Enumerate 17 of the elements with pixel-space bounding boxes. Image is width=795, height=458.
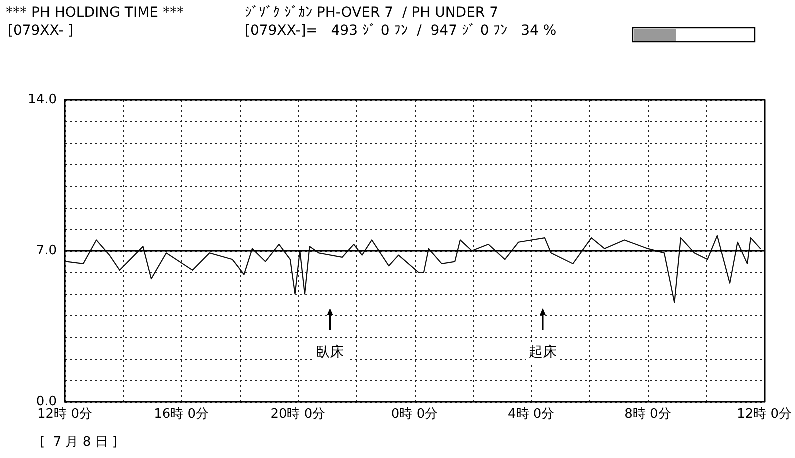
annotation: 起床 bbox=[529, 344, 558, 360]
chart-subtitle: ｼﾞｿﾞｸ ｼﾞｶﾝ PH-OVER 7 / PH UNDER 7 bbox=[245, 5, 499, 21]
text: [079XX-]= 493 ｼﾞ 0 ﾌﾝ / 947 ｼﾞ 0 ﾌﾝ 34 % bbox=[245, 23, 557, 39]
text: [079XX- ] bbox=[8, 23, 74, 39]
x-tick-label: 20時 0分 bbox=[270, 407, 326, 422]
annotation: 臥床 bbox=[316, 344, 344, 360]
y-tick-label: 0.0 bbox=[36, 394, 57, 410]
y-tick-label: 7.0 bbox=[36, 244, 57, 258]
x-tick-label: 12時 0分 bbox=[737, 407, 792, 422]
x-tick-label: 16時 0分 bbox=[154, 407, 210, 422]
x-tick-label: 4時 0分 bbox=[508, 407, 555, 422]
chart-title: *** PH HOLDING TIME *** bbox=[6, 5, 184, 21]
x-axis-title: [ 7 月 8 日 ] bbox=[40, 435, 118, 450]
x-tick-label: 8時 0分 bbox=[624, 407, 672, 422]
x-tick-label: 0時 0分 bbox=[391, 407, 438, 422]
x-tick-label: 12時 0分 bbox=[38, 407, 92, 422]
y-tick-label: 14.0 bbox=[28, 92, 57, 108]
